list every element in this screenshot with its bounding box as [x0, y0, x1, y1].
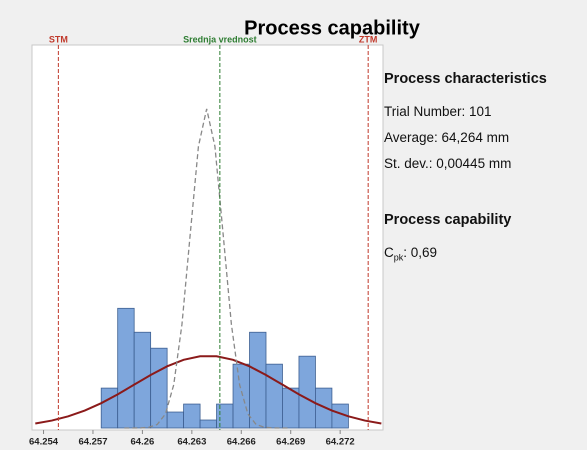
- cpk-subscript: pk: [393, 252, 404, 263]
- bar: [166, 411, 185, 429]
- curve: [35, 355, 382, 425]
- reference-label: Srednja vrednost: [183, 34, 257, 44]
- x-tick-label: 64.269: [276, 437, 305, 448]
- bar: [100, 387, 119, 429]
- cpk-value: : 0,69: [403, 245, 438, 260]
- x-tick-label: 64.272: [326, 437, 355, 448]
- x-tick-label: 64.263: [177, 437, 206, 448]
- spacer: [384, 181, 584, 211]
- bar: [315, 387, 333, 429]
- section-title: Process capability: [384, 212, 512, 228]
- bar: [199, 419, 217, 429]
- bar: [117, 307, 135, 429]
- plot-area: [31, 44, 384, 431]
- x-tick-label: 64.254: [29, 437, 59, 448]
- x-tick-label: 64.257: [78, 437, 107, 448]
- bar: [249, 331, 267, 429]
- section-title: Process characteristics: [384, 71, 547, 87]
- curve: [124, 108, 290, 429]
- bar: [183, 403, 201, 429]
- chart-title: Process capability: [244, 17, 421, 39]
- info-text: Average: 64,264 mm: [384, 130, 510, 145]
- bar: [298, 355, 316, 429]
- x-tick-label: 64.266: [227, 437, 256, 448]
- info-text: St. dev.: 0,00445 mm: [384, 156, 512, 171]
- info-panel: Process characteristics Trial Number: 10…: [384, 70, 584, 276]
- reference-label: ZTM: [359, 34, 378, 44]
- x-tick-label: 64.26: [131, 437, 155, 448]
- cpk: Cpk: 0,69: [384, 244, 549, 267]
- bar: [216, 403, 234, 429]
- bar: [265, 363, 283, 429]
- bar: [282, 387, 300, 429]
- reference-label: STM: [49, 34, 68, 44]
- cpk-symbol: C: [384, 245, 394, 260]
- bar: [232, 363, 250, 429]
- info-text: Trial Number: 101: [384, 104, 492, 119]
